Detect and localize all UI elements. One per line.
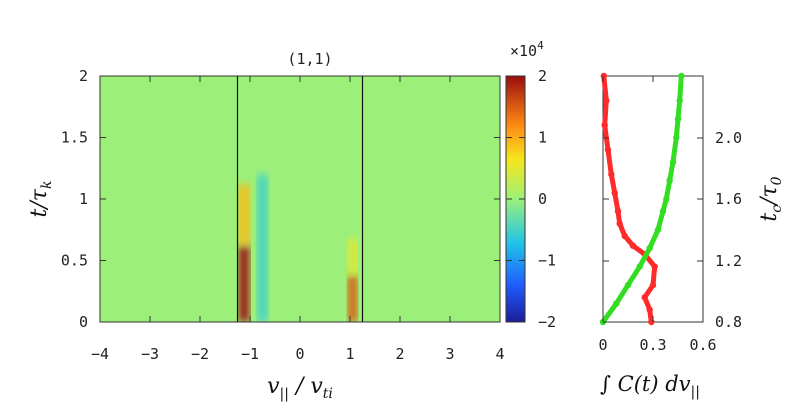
- integral-series-point: [629, 242, 637, 249]
- heatmap-y-label: t/τk: [27, 181, 55, 218]
- heatmap-y-tick-label: 0: [79, 313, 88, 331]
- heatmap-x-tick-label: −3: [141, 345, 159, 363]
- integral-series-point: [674, 115, 682, 123]
- colorbar: ×104 2 1 0 −1 −2: [505, 39, 556, 331]
- integral-series-point: [641, 294, 648, 301]
- integral-series-point: [608, 171, 615, 178]
- colorbar-tick-label: −2: [538, 313, 556, 331]
- integral-series-point: [666, 177, 673, 184]
- heatmap-x-tick-label: −2: [191, 345, 209, 363]
- integral-panel: 0 0.3 0.6 2.0 1.6 1.2 0.8 ∫ C(t) dv|| tc/τ0: [598, 72, 785, 400]
- integral-series-point: [676, 97, 683, 104]
- heatmap-x-tick-label: 4: [495, 345, 504, 363]
- heatmap-panel: (1,1) −4 −3 −2 −1 0 1 2 3 4 00.511.52 v|| / vti …: [27, 50, 505, 402]
- integral-series-point: [673, 134, 680, 141]
- heatmap-cell: [238, 245, 250, 322]
- heatmap-cell: [347, 275, 358, 322]
- colorbar-tick-label: −1: [538, 252, 556, 270]
- integral-x-tick-label: 0.3: [639, 336, 666, 354]
- integral-right-y-tick-label: 1.6: [715, 190, 742, 208]
- integral-series-point: [603, 97, 610, 104]
- integral-series-point: [648, 318, 655, 326]
- heatmap-x-tick-label: −1: [241, 345, 259, 363]
- heatmap-vlines: [236, 76, 364, 322]
- heatmap-cell: [347, 238, 358, 276]
- integral-series-point: [604, 146, 612, 153]
- integral-series-point: [649, 281, 657, 289]
- heatmap-field: [100, 76, 500, 322]
- integral-series: [599, 72, 685, 326]
- integral-series-point: [654, 226, 662, 233]
- integral-x-ticks: 0 0.3 0.6: [598, 76, 717, 354]
- colorbar-ticks: 2 1 0 −1 −2: [506, 67, 556, 331]
- heatmap-y-tick-label: 2: [79, 67, 88, 85]
- integral-series-point: [659, 208, 667, 215]
- heatmap-background: [100, 76, 500, 322]
- integral-series-point: [636, 263, 643, 270]
- heatmap-y-tick-label: 1: [79, 190, 88, 208]
- integral-x-tick-label: 0.6: [689, 336, 716, 354]
- integral-series-line: [599, 72, 685, 326]
- integral-x-tick-label: 0: [598, 336, 607, 354]
- integral-series-point: [663, 195, 670, 203]
- colorbar-multiplier: ×104: [510, 39, 544, 60]
- integral-series-point: [611, 189, 618, 197]
- colorbar-tick-label: 0: [538, 190, 547, 208]
- integral-series-point: [646, 306, 653, 313]
- heatmap-x-tick-label: 0: [295, 345, 304, 363]
- heatmap-x-label: v|| / vti: [267, 374, 333, 402]
- integral-series-point: [613, 300, 620, 307]
- heatmap-cell: [238, 184, 250, 246]
- integral-x-label: ∫ C(t) dv||: [600, 372, 700, 400]
- heatmap-x-tick-label: 2: [395, 345, 404, 363]
- integral-series-point: [646, 245, 653, 252]
- colorbar-tick-label: 2: [538, 67, 547, 85]
- integral-series-point: [614, 208, 622, 215]
- heatmap-cell: [257, 174, 268, 322]
- heatmap-x-tick-label: 1: [345, 345, 354, 363]
- heatmap-x-tick-label: 3: [445, 345, 454, 363]
- integral-right-y-label: tc/τ0: [757, 176, 785, 221]
- integral-right-y-ticks: 2.0 1.6 1.2 0.8: [603, 129, 742, 331]
- integral-series-point: [621, 232, 628, 240]
- integral-series-point: [616, 220, 623, 227]
- heatmap-x-tick-label: −4: [91, 345, 109, 363]
- heatmap-y-ticks: 0 0.5 1 1.5 2: [61, 67, 500, 331]
- integral-right-y-tick-label: 0.8: [715, 313, 742, 331]
- integral-series-point: [651, 263, 658, 270]
- integral-series-point: [624, 281, 632, 289]
- integral-right-y-tick-label: 2.0: [715, 129, 742, 147]
- integral-series-point: [678, 72, 685, 80]
- heatmap-title: (1,1): [287, 50, 332, 68]
- heatmap-x-ticks: −4 −3 −2 −1 0 1 2 3 4: [91, 76, 505, 363]
- integral-series-point: [669, 158, 677, 166]
- heatmap-y-tick-label: 1.5: [61, 129, 88, 147]
- colorbar-tick-label: 1: [538, 129, 547, 147]
- integral-series-point: [601, 122, 608, 129]
- integral-right-y-tick-label: 1.2: [715, 252, 742, 270]
- heatmap-y-tick-label: 0.5: [61, 252, 88, 270]
- integral-series-point: [600, 72, 608, 80]
